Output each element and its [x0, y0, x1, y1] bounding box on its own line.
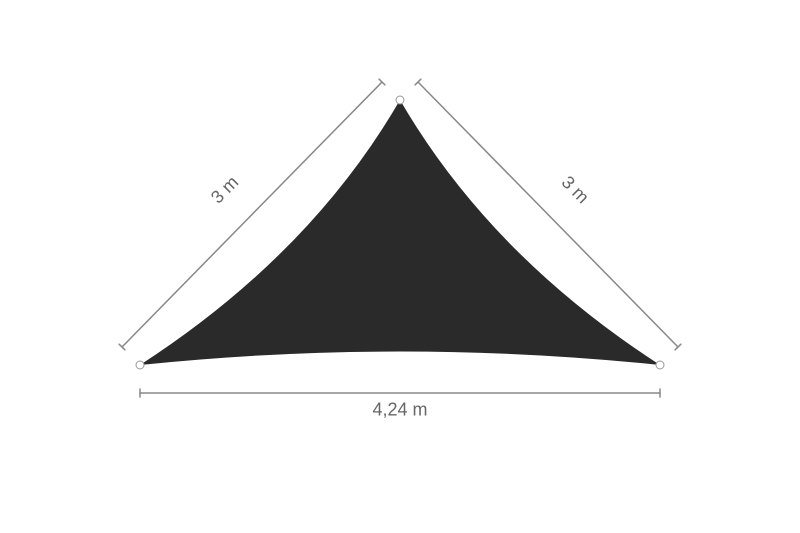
dimension-label-bottom: 4,24 m [372, 400, 427, 421]
diagram-svg [0, 0, 800, 533]
shade-sail-diagram: 3 m 3 m 4,24 m [0, 0, 800, 533]
